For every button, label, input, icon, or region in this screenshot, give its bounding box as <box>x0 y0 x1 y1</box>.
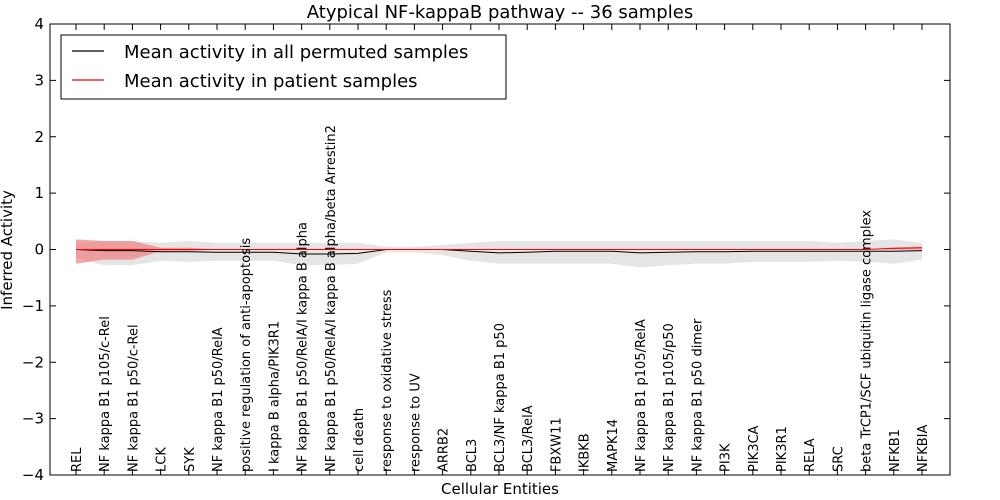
series-line-1 <box>75 249 923 255</box>
x-tick-label: IKBKB <box>578 433 593 472</box>
x-tick-label: cell death <box>352 408 367 472</box>
x-tick-label: BCL3 <box>465 439 480 472</box>
x-tick-label: I kappa B alpha/PIK3R1 <box>267 321 282 472</box>
x-tick-label: REL <box>70 447 85 472</box>
x-tick-label: NF kappa B1 p50 dimer <box>690 318 705 472</box>
x-tick-label: positive regulation of anti-apoptosis <box>239 238 254 472</box>
x-tick-label: NF kappa B1 p50/c-Rel <box>126 324 141 472</box>
y-tick-label: −1 <box>22 297 44 315</box>
x-tick-label: response to oxidative stress <box>380 289 395 472</box>
series-band-1 <box>76 239 922 268</box>
x-tick-label: RELA <box>803 438 818 472</box>
x-tick-label: beta TrCP1/SCF ubiquitin ligase complex <box>860 210 875 472</box>
x-tick-label: NF kappa B1 p50/RelA <box>211 327 226 472</box>
legend-box <box>60 34 507 100</box>
plot-area: −4 −3 −2 −1 0 1 2 3 4 REL NF kappa B1 p105/c-Rel NF… <box>22 15 951 484</box>
y-tick-label: −4 <box>22 466 44 484</box>
x-tick-label: NF kappa B1 p105/RelA <box>634 319 649 472</box>
x-tick-label: PIK3CA <box>747 425 762 472</box>
y-tick-label: 2 <box>34 128 44 146</box>
series-line-2 <box>76 247 923 250</box>
x-tick-label: NFKBIA <box>916 425 931 472</box>
x-tick-label: MAPK14 <box>606 419 621 472</box>
x-tick-label: FBXW11 <box>549 417 564 472</box>
x-tick-label: NF kappa B1 p105/p50 <box>662 323 677 472</box>
x-tick-label: LCK <box>155 447 170 472</box>
x-tick-label: SYK <box>183 447 198 472</box>
y-tick-label: −2 <box>22 353 44 371</box>
y-tick-label: −3 <box>22 410 44 428</box>
chart-title: Atypical NF-kappaB pathway -- 36 samples <box>307 2 693 23</box>
x-tick-label: NF kappa B1 p50/RelA/I kappa B alpha <box>296 222 311 472</box>
x-tick-label: ARRB2 <box>437 428 452 472</box>
x-tick-label: response to UV <box>408 373 423 472</box>
x-axis-label: Cellular Entities <box>441 480 559 498</box>
y-tick-label: 4 <box>34 15 44 33</box>
x-tick-label: BCL3/NF kappa B1 p50 <box>493 323 508 472</box>
legend-label-2: Mean activity in patient samples <box>124 71 418 92</box>
x-tick-label: NFKB1 <box>888 429 903 472</box>
x-tick-label: NF kappa B1 p105/c-Rel <box>98 316 113 472</box>
x-tick-label: NF kappa B1 p50/RelA/I kappa B alpha/bet… <box>324 125 339 472</box>
x-tick-label: PIK3R1 <box>775 426 790 472</box>
x-tick-label: BCL3/RelA <box>521 405 536 472</box>
y-tick-label: 3 <box>34 71 44 89</box>
legend-label-1: Mean activity in all permuted samples <box>124 42 468 63</box>
y-tick-label: 1 <box>34 184 44 202</box>
y-tick-label: 0 <box>34 241 44 259</box>
x-tick-label: SRC <box>831 446 846 472</box>
x-tick-label: PI3K <box>719 443 734 472</box>
y-axis-label: Inferred Activity <box>0 190 16 310</box>
